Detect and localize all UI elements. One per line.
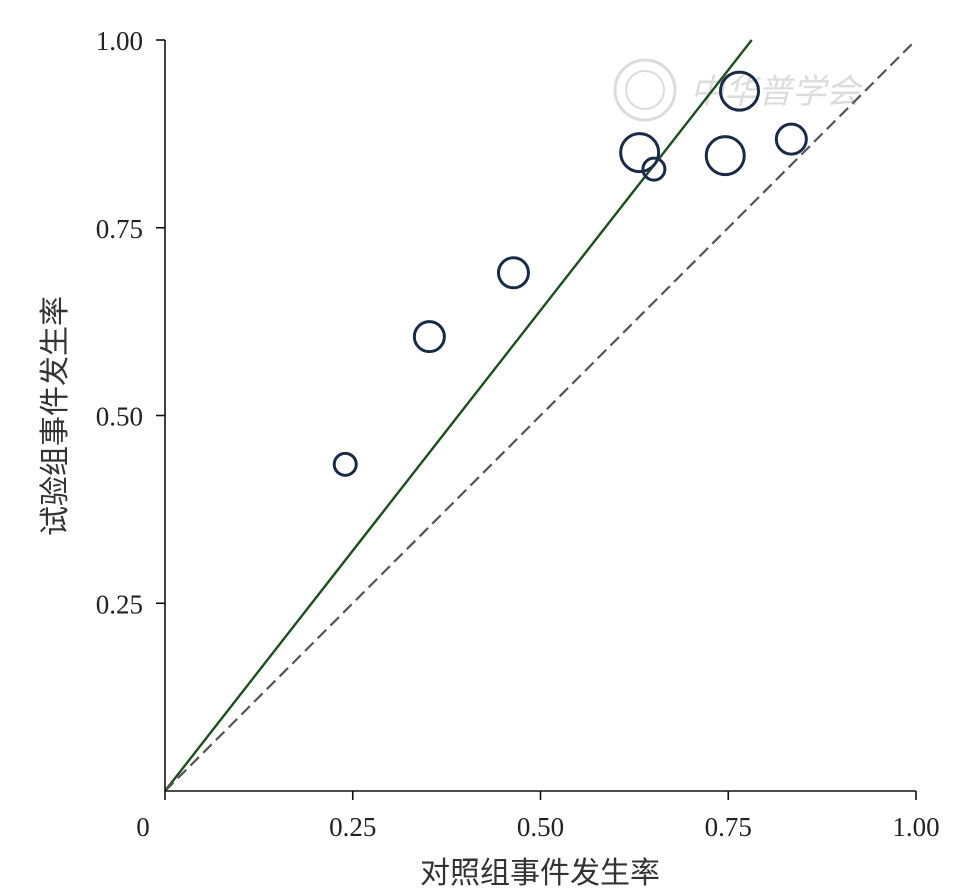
- data-point: [719, 70, 761, 112]
- equality-line: [164, 39, 917, 792]
- data-point: [496, 256, 530, 290]
- fitted-line: [164, 39, 753, 792]
- y-tick-label: 0.75: [96, 214, 143, 244]
- data-point: [704, 135, 746, 177]
- x-tick-label: 0.25: [329, 812, 376, 842]
- x-tick-label: 0.50: [517, 812, 564, 842]
- x-tick-label: 0.75: [705, 812, 752, 842]
- watermark: 中华普学会: [613, 58, 864, 122]
- watermark-seal-inner-icon: [625, 70, 665, 110]
- data-point: [619, 132, 661, 174]
- reference-lines: [164, 39, 917, 792]
- y-tick-label: 0.50: [96, 402, 143, 432]
- x-axis-title: 对照组事件发生率: [420, 856, 660, 891]
- y-tick-label: 1.00: [96, 26, 143, 56]
- x-tick-label: 1.00: [892, 812, 939, 842]
- data-point: [332, 451, 358, 477]
- watermark-seal-icon: [613, 58, 677, 122]
- y-tick-label: 0.25: [96, 589, 143, 619]
- data-point: [412, 320, 446, 354]
- x-tick-label: 0: [136, 812, 150, 842]
- ticks: 0 0.25 0.50 0.75 1.00 0.25 0.50 0.75 1.00: [96, 26, 940, 842]
- data-point: [641, 156, 667, 182]
- data-points: [332, 70, 808, 477]
- data-point: [774, 122, 808, 156]
- watermark-text: 中华普学会: [690, 72, 864, 112]
- y-axis-title: 试验组事件发生率: [38, 296, 73, 536]
